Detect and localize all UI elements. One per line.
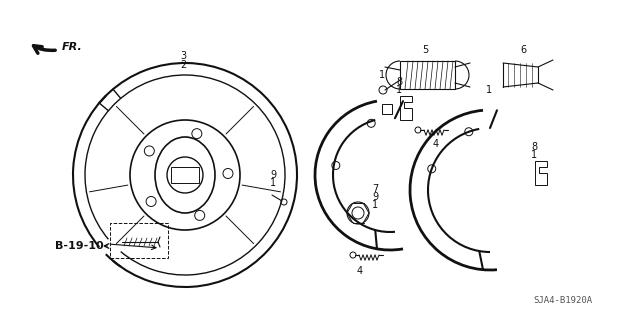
Text: FR.: FR.: [62, 42, 83, 52]
Text: 1: 1: [372, 200, 378, 210]
Text: 8: 8: [396, 77, 402, 87]
Text: 4: 4: [357, 266, 363, 276]
Text: 6: 6: [520, 45, 526, 55]
Text: 2: 2: [180, 60, 186, 70]
Text: SJA4-B1920A: SJA4-B1920A: [534, 296, 593, 305]
Text: 1: 1: [486, 85, 492, 95]
Text: 1: 1: [396, 85, 402, 95]
Text: 1: 1: [270, 178, 276, 188]
Text: 1: 1: [531, 150, 537, 160]
Text: B-19-10: B-19-10: [55, 241, 104, 251]
Text: 3: 3: [180, 51, 186, 61]
Text: 5: 5: [422, 45, 428, 55]
Text: 8: 8: [531, 142, 537, 152]
Text: 4: 4: [433, 139, 439, 149]
Text: 9: 9: [270, 170, 276, 180]
Text: 1: 1: [379, 70, 385, 80]
Text: 9: 9: [372, 192, 378, 202]
Text: 7: 7: [372, 184, 378, 194]
